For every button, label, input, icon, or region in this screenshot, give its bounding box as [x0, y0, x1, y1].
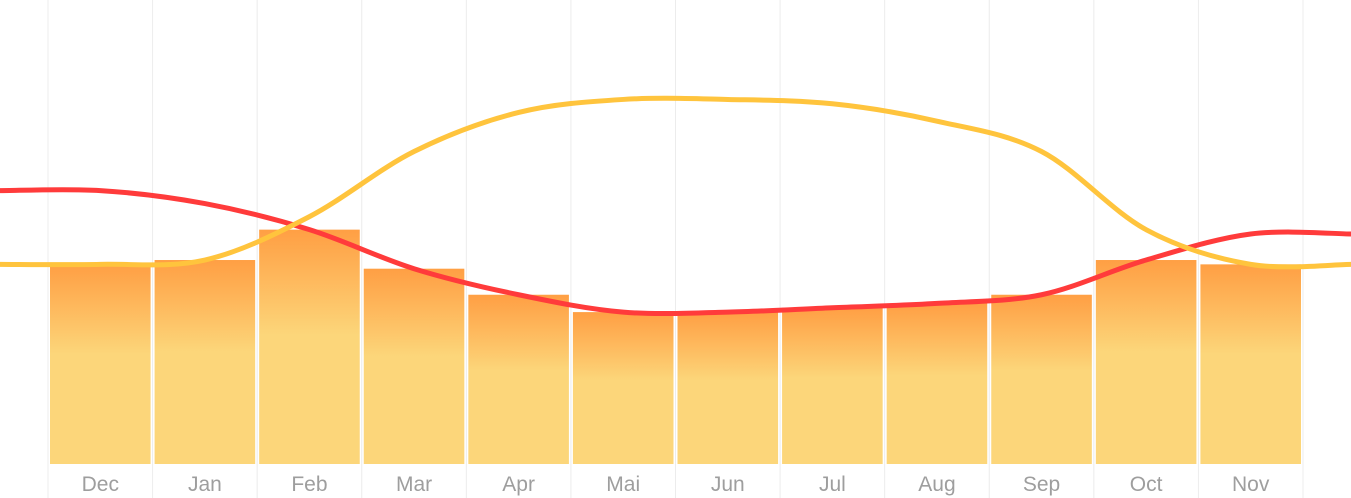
series-line-red — [0, 187, 1351, 317]
x-tick-label: Jan — [188, 473, 222, 496]
bar-jun — [677, 312, 779, 464]
x-tick-label: Feb — [291, 473, 327, 496]
series-lines — [0, 95, 1351, 317]
x-tick-label: Mar — [396, 473, 432, 496]
month-bars — [50, 229, 1301, 464]
gridlines — [47, 0, 1304, 498]
bar-oct — [1095, 260, 1197, 464]
bar-feb — [259, 229, 360, 464]
x-tick-label: Nov — [1232, 473, 1270, 496]
x-tick-label: Mai — [606, 473, 640, 496]
x-tick-label: Apr — [502, 473, 535, 496]
bar-mai — [572, 312, 674, 464]
bar-mar — [363, 268, 465, 464]
x-tick-label: Aug — [918, 473, 955, 496]
bar-apr — [468, 294, 569, 464]
bar-dec — [50, 264, 151, 464]
x-axis-labels: Dec Jan Feb Mar Apr Mai Jun Jul Aug Sep Oct Nov — [82, 473, 1270, 496]
x-tick-label: Oct — [1130, 473, 1163, 496]
series-line-yellow — [0, 95, 1351, 270]
x-tick-label: Dec — [82, 473, 119, 496]
bar-sep — [991, 294, 1092, 464]
x-tick-label: Sep — [1023, 473, 1060, 496]
bar-nov — [1200, 264, 1301, 464]
x-tick-label: Jun — [711, 473, 745, 496]
bar-aug — [886, 303, 988, 464]
bar-jul — [782, 307, 883, 464]
bar-jan — [154, 260, 256, 464]
x-tick-label: Jul — [819, 473, 846, 496]
